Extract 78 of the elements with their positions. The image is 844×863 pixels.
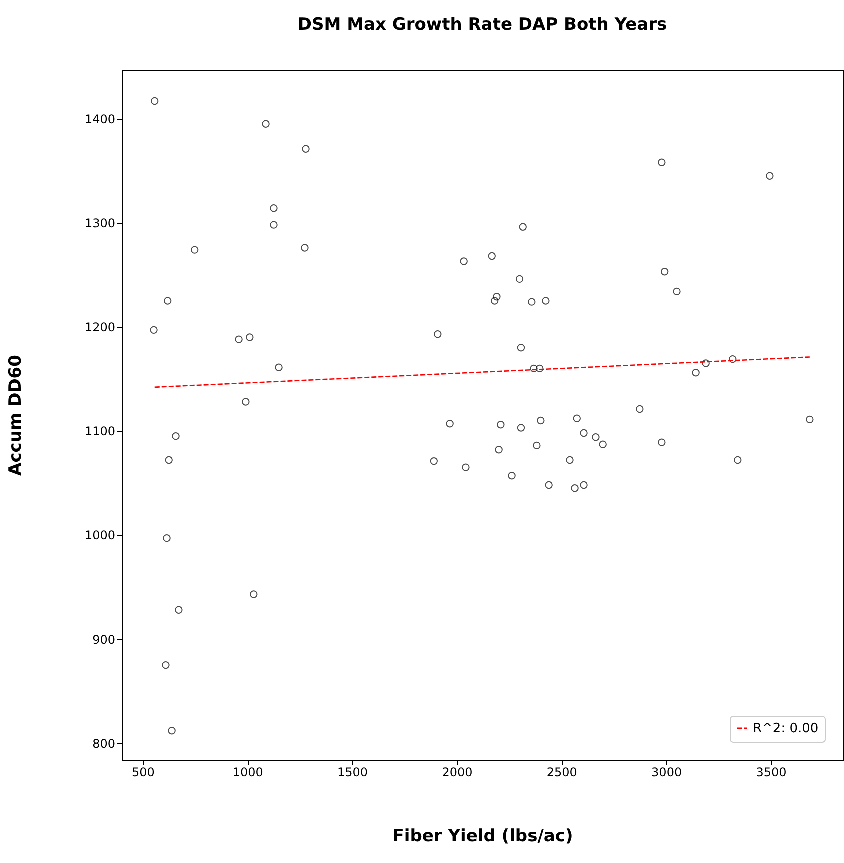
point — [806, 416, 814, 424]
point — [729, 355, 737, 364]
point — [545, 481, 553, 490]
point — [493, 293, 501, 301]
x-tick-label: 3500 — [756, 766, 787, 780]
point — [537, 416, 545, 425]
point — [542, 297, 550, 305]
point — [734, 456, 742, 464]
point — [530, 364, 538, 373]
point — [150, 326, 158, 334]
y-tick-label: 1100 — [84, 424, 116, 439]
point — [519, 223, 527, 231]
x-tick-label: 2000 — [442, 766, 473, 780]
point — [430, 457, 438, 466]
point — [673, 288, 681, 296]
y-tick-label: 1400 — [84, 112, 116, 126]
point — [235, 336, 243, 344]
y-axis-title: Accum DD60 — [6, 354, 26, 476]
y-tick-label: 1200 — [84, 320, 116, 335]
point — [165, 456, 173, 464]
x-tick-label: 1000 — [232, 766, 264, 780]
point — [191, 246, 199, 254]
point — [172, 432, 180, 440]
x-tick-label: 2500 — [546, 766, 578, 780]
point — [580, 481, 588, 490]
point — [434, 330, 442, 338]
point — [566, 456, 574, 464]
point — [766, 172, 774, 180]
point — [592, 434, 600, 442]
point — [250, 590, 258, 598]
point — [692, 369, 700, 377]
point — [658, 438, 666, 446]
x-tick-label: 1500 — [338, 766, 368, 780]
point — [488, 252, 496, 260]
point — [599, 440, 607, 449]
point — [246, 334, 254, 342]
point — [446, 420, 454, 428]
y-tick-label: 1300 — [84, 216, 116, 230]
point — [460, 258, 468, 266]
point — [533, 442, 541, 450]
point — [491, 297, 499, 305]
point — [164, 297, 172, 305]
y-tick-label: 1000 — [84, 528, 116, 543]
point — [495, 446, 503, 454]
point — [302, 145, 310, 153]
point — [262, 120, 270, 128]
point — [497, 421, 505, 429]
x-axis-title: Fiber Yield (lbs/ac) — [392, 826, 574, 846]
point — [275, 364, 283, 372]
y-tick-label: 900 — [92, 632, 116, 647]
point — [573, 414, 581, 422]
point — [270, 204, 278, 212]
point — [536, 364, 544, 373]
legend-label: R^2: 0.00 — [753, 722, 819, 736]
point — [517, 344, 526, 352]
point — [270, 221, 278, 229]
point — [517, 424, 526, 432]
point — [571, 484, 579, 492]
point — [702, 360, 710, 368]
point — [175, 606, 183, 614]
point — [528, 298, 536, 306]
point — [242, 398, 250, 406]
point — [658, 158, 666, 166]
point — [462, 464, 470, 472]
x-tick-label: 500 — [132, 766, 155, 780]
point — [636, 405, 644, 414]
point — [163, 534, 171, 542]
point — [151, 97, 159, 106]
point — [508, 472, 516, 480]
chart-title: DSM Max Growth Rate DAP Both Years — [298, 15, 668, 35]
point — [162, 661, 170, 670]
point — [168, 727, 176, 735]
x-tick-label: 3000 — [652, 766, 682, 780]
y-tick-label: 800 — [92, 736, 116, 751]
point — [580, 429, 588, 438]
point — [660, 268, 669, 276]
point — [301, 244, 309, 252]
point — [516, 275, 524, 284]
